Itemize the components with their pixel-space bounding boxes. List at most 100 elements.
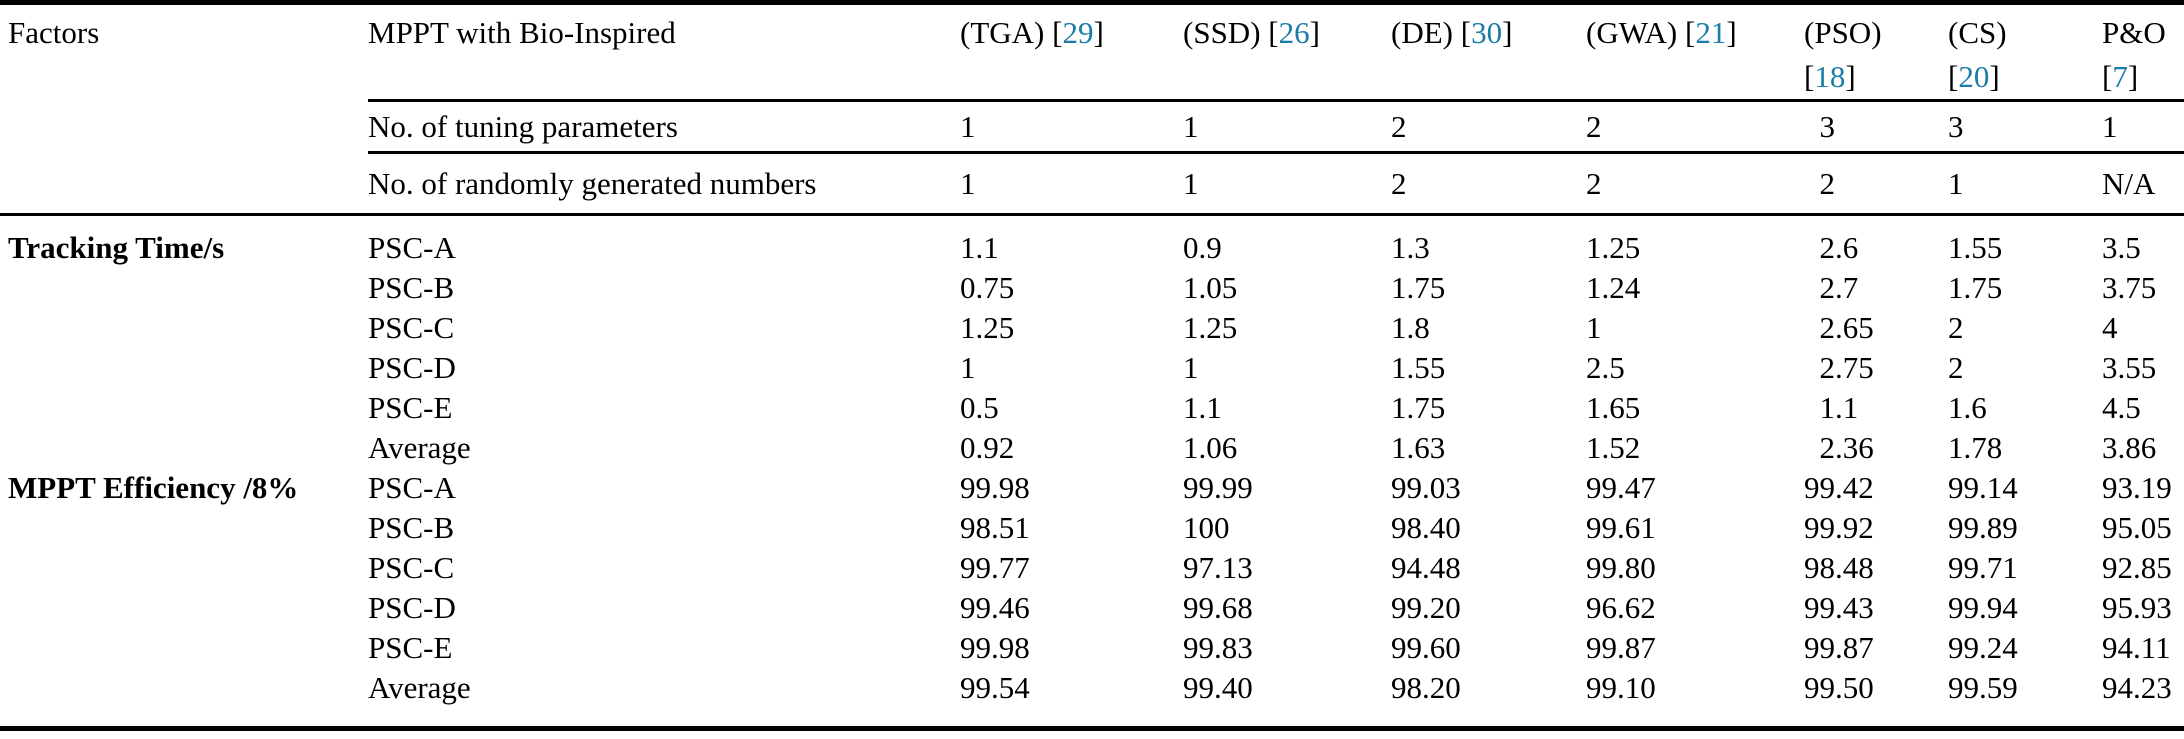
value-cell: 93.19 [2102, 470, 2172, 505]
value-cell: 2.7 [1819, 270, 1859, 305]
value-cell: 1.78 [1948, 430, 2003, 465]
value-cell: 1.06 [1183, 430, 1238, 465]
value-cell: 1.25 [1183, 310, 1238, 345]
value-cell: 99.92 [1804, 510, 1874, 545]
value-cell: 1.1 [1183, 390, 1222, 425]
value-cell: 99.68 [1183, 590, 1253, 625]
value-cell: 98.20 [1391, 670, 1461, 705]
value-cell: 99.87 [1804, 630, 1874, 665]
table-row: PSC-C 99.77 97.13 94.48 99.80 98.48 99.7… [0, 548, 2184, 588]
citation-link[interactable]: 29 [1052, 15, 1104, 50]
value-cell: 94.48 [1391, 550, 1461, 585]
value-cell: 99.99 [1183, 470, 1253, 505]
value-cell: 99.54 [960, 670, 1030, 705]
table-row: PSC-B 0.75 1.05 1.75 1.24 2.7 1.75 3.75 [0, 268, 2184, 308]
value-cell: 99.80 [1586, 550, 1656, 585]
value-cell: 3.75 [2102, 270, 2157, 305]
value-cell: 99.94 [1948, 590, 2018, 625]
value-cell: 1 [1586, 310, 1602, 345]
value-cell: 1 [960, 100, 1183, 154]
row-label: PSC-A [368, 230, 456, 265]
row-label: PSC-C [368, 550, 455, 585]
table-row: PSC-E 0.5 1.1 1.75 1.65 1.1 1.6 4.5 [0, 388, 2184, 428]
column-header-po: P&O 7 [2102, 2, 2184, 102]
value-cell: 99.03 [1391, 470, 1461, 505]
value-cell: 3.55 [2102, 350, 2157, 385]
value-cell: 2 [1391, 100, 1586, 154]
value-cell: 2 [1804, 152, 1948, 216]
value-cell: 1.55 [1948, 230, 2003, 265]
value-cell: 99.87 [1586, 630, 1656, 665]
value-cell: 99.43 [1804, 590, 1874, 625]
row-label: PSC-A [368, 470, 456, 505]
value-cell: 0.92 [960, 430, 1015, 465]
row-label: PSC-D [368, 350, 456, 385]
value-cell: 1.1 [960, 230, 999, 265]
algorithm-name: P&O [2102, 15, 2166, 50]
value-cell: 1 [1183, 100, 1391, 154]
value-cell: 3.5 [2102, 230, 2141, 265]
value-cell: 2 [1948, 350, 1964, 385]
table-row: PSC-D 1 1 1.55 2.5 2.75 2 3.55 [0, 348, 2184, 388]
value-cell: 1.25 [960, 310, 1015, 345]
value-cell: 1 [1183, 152, 1391, 216]
value-cell: 99.61 [1586, 510, 1656, 545]
value-cell: 4.5 [2102, 390, 2141, 425]
value-cell: 1 [960, 350, 976, 385]
value-cell: 97.13 [1183, 550, 1253, 585]
value-cell: 2.36 [1819, 430, 1874, 465]
factor-label-mppt-efficiency: MPPT Efficiency /8% [8, 470, 299, 505]
value-cell: 1.52 [1586, 430, 1641, 465]
value-cell: 100 [1183, 510, 1230, 545]
table-row: Average 99.54 99.40 98.20 99.10 99.50 99… [0, 668, 2184, 729]
value-cell: 1.75 [1391, 270, 1446, 305]
value-cell: 99.71 [1948, 550, 2018, 585]
citation-link[interactable]: 21 [1685, 15, 1737, 50]
row-label: PSC-B [368, 510, 455, 545]
row-label: No. of tuning parameters [368, 100, 960, 154]
empty-cell [0, 101, 368, 153]
value-cell: 2 [1586, 152, 1804, 216]
value-cell: 99.40 [1183, 670, 1253, 705]
value-cell: 2.75 [1819, 350, 1874, 385]
value-cell: 3 [1804, 100, 1948, 154]
value-cell: 92.85 [2102, 550, 2172, 585]
table-row: MPPT Efficiency /8% PSC-A 99.98 99.99 99… [0, 468, 2184, 508]
algorithm-name: (GWA) [1586, 15, 1678, 50]
value-cell: 1.25 [1586, 230, 1641, 265]
value-cell: 1.8 [1391, 310, 1430, 345]
value-cell: 99.20 [1391, 590, 1461, 625]
value-cell: N/A [2102, 152, 2184, 216]
column-header-pso: (PSO) 18 [1804, 2, 1948, 102]
value-cell: 99.47 [1586, 470, 1656, 505]
citation-link[interactable]: 18 [1804, 59, 1856, 94]
value-cell: 94.23 [2102, 670, 2172, 705]
citation-link[interactable]: 30 [1461, 15, 1513, 50]
value-cell: 1.1 [1819, 390, 1859, 425]
value-cell: 99.46 [960, 590, 1030, 625]
value-cell: 99.24 [1948, 630, 2018, 665]
value-cell: 99.98 [960, 630, 1030, 665]
value-cell: 1 [1948, 152, 2102, 216]
table-row-tuning-parameters: No. of tuning parameters 1 1 2 2 3 3 1 [0, 100, 2184, 154]
citation-link[interactable]: 7 [2102, 59, 2138, 94]
row-label: No. of randomly generated numbers [368, 152, 960, 216]
column-header-gwa: (GWA) 21 [1586, 2, 1804, 102]
citation-link[interactable]: 26 [1268, 15, 1320, 50]
empty-cell [0, 152, 368, 216]
value-cell: 96.62 [1586, 590, 1656, 625]
column-header-tga: (TGA) 29 [960, 2, 1183, 102]
algorithm-name: (SSD) [1183, 15, 1261, 50]
value-cell: 0.9 [1183, 230, 1222, 265]
algorithm-name: (CS) [1948, 15, 2007, 50]
value-cell: 1 [2102, 100, 2184, 154]
value-cell: 4 [2102, 310, 2118, 345]
value-cell: 2 [1586, 100, 1804, 154]
algorithm-name: (DE) [1391, 15, 1453, 50]
value-cell: 2.5 [1586, 350, 1625, 385]
value-cell: 1.3 [1391, 230, 1430, 265]
table-row: PSC-D 99.46 99.68 99.20 96.62 99.43 99.9… [0, 588, 2184, 628]
value-cell: 98.51 [960, 510, 1030, 545]
citation-link[interactable]: 20 [1948, 59, 2000, 94]
